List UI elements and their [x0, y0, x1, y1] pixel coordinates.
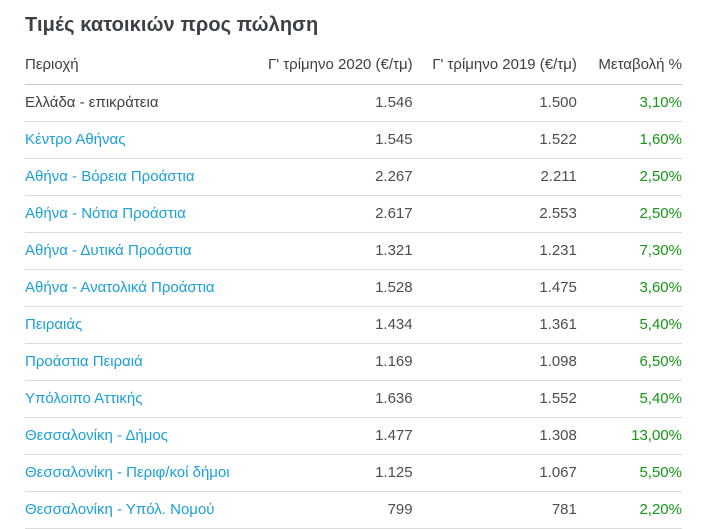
region-cell: Αθήνα - Ανατολικά Προάστια: [25, 269, 249, 307]
region-link[interactable]: Πειραιάς: [25, 316, 83, 333]
region-cell: Αθήνα - Βόρεια Προάστια: [25, 158, 249, 196]
price-q3-2019-cell: 1.475: [412, 269, 577, 307]
region-cell: Πειραιάς: [25, 306, 249, 344]
price-q3-2019-cell: 2.553: [412, 195, 577, 233]
region-link[interactable]: Υπόλοιπο Αττικής: [25, 390, 143, 407]
housing-prices-table: Περιοχή Γ' τρίμηνο 2020 (€/τμ) Γ' τρίμην…: [25, 50, 682, 529]
table-row: Αθήνα - Δυτικά Προάστια 1.321 1.231 7,30%: [25, 232, 682, 270]
price-q3-2020-cell: 1.125: [248, 454, 413, 492]
region-cell: Θεσσαλονίκη - Περιφ/κοί δήμοι: [25, 454, 249, 492]
region-link[interactable]: Θεσσαλονίκη - Υπόλ. Νομού: [25, 501, 215, 518]
price-q3-2020-cell: 1.636: [248, 380, 413, 418]
region-link[interactable]: Αθήνα - Δυτικά Προάστια: [25, 242, 192, 259]
table-row: Προάστια Πειραιά 1.169 1.098 6,50%: [25, 343, 682, 381]
change-percent-cell: 3,60%: [576, 269, 682, 307]
region-link[interactable]: Προάστια Πειραιά: [25, 353, 143, 370]
price-q3-2019-cell: 1.308: [412, 417, 577, 455]
column-header-q3-2020: Γ' τρίμηνο 2020 (€/τμ): [248, 50, 413, 85]
region-cell: Θεσσαλονίκη - Δήμος: [25, 417, 249, 455]
region-cell: Προάστια Πειραιά: [25, 343, 249, 381]
table-row: Αθήνα - Νότια Προάστια 2.617 2.553 2,50%: [25, 195, 682, 233]
price-q3-2019-cell: 1.500: [412, 84, 577, 122]
change-percent-cell: 2,20%: [576, 491, 682, 529]
table-body: Ελλάδα - επικράτεια 1.546 1.500 3,10% Κέντρο…: [25, 84, 682, 529]
region-link[interactable]: Κέντρο Αθήνας: [25, 131, 126, 148]
table-header-row: Περιοχή Γ' τρίμηνο 2020 (€/τμ) Γ' τρίμην…: [25, 50, 682, 85]
price-q3-2019-cell: 1.361: [412, 306, 577, 344]
price-q3-2020-cell: 1.528: [248, 269, 413, 307]
region-link[interactable]: Αθήνα - Νότια Προάστια: [25, 205, 186, 222]
region-link[interactable]: Αθήνα - Ανατολικά Προάστια: [25, 279, 215, 296]
table-row: Αθήνα - Βόρεια Προάστια 2.267 2.211 2,50%: [25, 158, 682, 196]
price-q3-2019-cell: 1.098: [412, 343, 577, 381]
change-percent-cell: 3,10%: [576, 84, 682, 122]
change-percent-cell: 2,50%: [576, 195, 682, 233]
price-q3-2020-cell: 1.321: [248, 232, 413, 270]
change-percent-cell: 1,60%: [576, 121, 682, 159]
region-link[interactable]: Θεσσαλονίκη - Περιφ/κοί δήμοι: [25, 464, 230, 481]
price-q3-2020-cell: 1.545: [248, 121, 413, 159]
price-q3-2020-cell: 2.267: [248, 158, 413, 196]
change-percent-cell: 5,40%: [576, 380, 682, 418]
region-cell: Αθήνα - Νότια Προάστια: [25, 195, 249, 233]
table-row: Θεσσαλονίκη - Περιφ/κοί δήμοι 1.125 1.067 5…: [25, 454, 682, 492]
region-cell: Υπόλοιπο Αττικής: [25, 380, 249, 418]
table-row: Αθήνα - Ανατολικά Προάστια 1.528 1.475 3,60…: [25, 269, 682, 307]
column-header-change: Μεταβολή %: [576, 50, 682, 85]
page-title: Τιμές κατοικιών προς πώληση: [25, 14, 319, 36]
price-q3-2020-cell: 2.617: [248, 195, 413, 233]
table-row: Υπόλοιπο Αττικής 1.636 1.552 5,40%: [25, 380, 682, 418]
table-row: Θεσσαλονίκη - Δήμος 1.477 1.308 13,00%: [25, 417, 682, 455]
price-q3-2020-cell: 1.546: [248, 84, 413, 122]
region-link[interactable]: Αθήνα - Βόρεια Προάστια: [25, 168, 195, 185]
price-q3-2019-cell: 1.522: [412, 121, 577, 159]
region-cell: Θεσσαλονίκη - Υπόλ. Νομού: [25, 491, 249, 529]
region-label: Ελλάδα - επικράτεια: [25, 94, 159, 111]
table-row: Κέντρο Αθήνας 1.545 1.522 1,60%: [25, 121, 682, 159]
change-percent-cell: 2,50%: [576, 158, 682, 196]
region-cell: Ελλάδα - επικράτεια: [25, 84, 249, 122]
table-row: Πειραιάς 1.434 1.361 5,40%: [25, 306, 682, 344]
price-q3-2020-cell: 799: [248, 491, 413, 529]
price-q3-2020-cell: 1.434: [248, 306, 413, 344]
price-q3-2019-cell: 781: [412, 491, 577, 529]
change-percent-cell: 13,00%: [576, 417, 682, 455]
price-q3-2019-cell: 1.067: [412, 454, 577, 492]
change-percent-cell: 5,50%: [576, 454, 682, 492]
change-percent-cell: 7,30%: [576, 232, 682, 270]
region-link[interactable]: Θεσσαλονίκη - Δήμος: [25, 427, 168, 444]
table-row: Ελλάδα - επικράτεια 1.546 1.500 3,10%: [25, 84, 682, 122]
price-q3-2020-cell: 1.477: [248, 417, 413, 455]
change-percent-cell: 5,40%: [576, 306, 682, 344]
region-cell: Κέντρο Αθήνας: [25, 121, 249, 159]
price-q3-2019-cell: 2.211: [412, 158, 577, 196]
change-percent-cell: 6,50%: [576, 343, 682, 381]
price-q3-2019-cell: 1.231: [412, 232, 577, 270]
table-row: Θεσσαλονίκη - Υπόλ. Νομού 799 781 2,20%: [25, 491, 682, 529]
region-cell: Αθήνα - Δυτικά Προάστια: [25, 232, 249, 270]
price-q3-2019-cell: 1.552: [412, 380, 577, 418]
column-header-q3-2019: Γ' τρίμηνο 2019 (€/τμ): [412, 50, 577, 85]
price-q3-2020-cell: 1.169: [248, 343, 413, 381]
column-header-region: Περιοχή: [25, 50, 249, 85]
